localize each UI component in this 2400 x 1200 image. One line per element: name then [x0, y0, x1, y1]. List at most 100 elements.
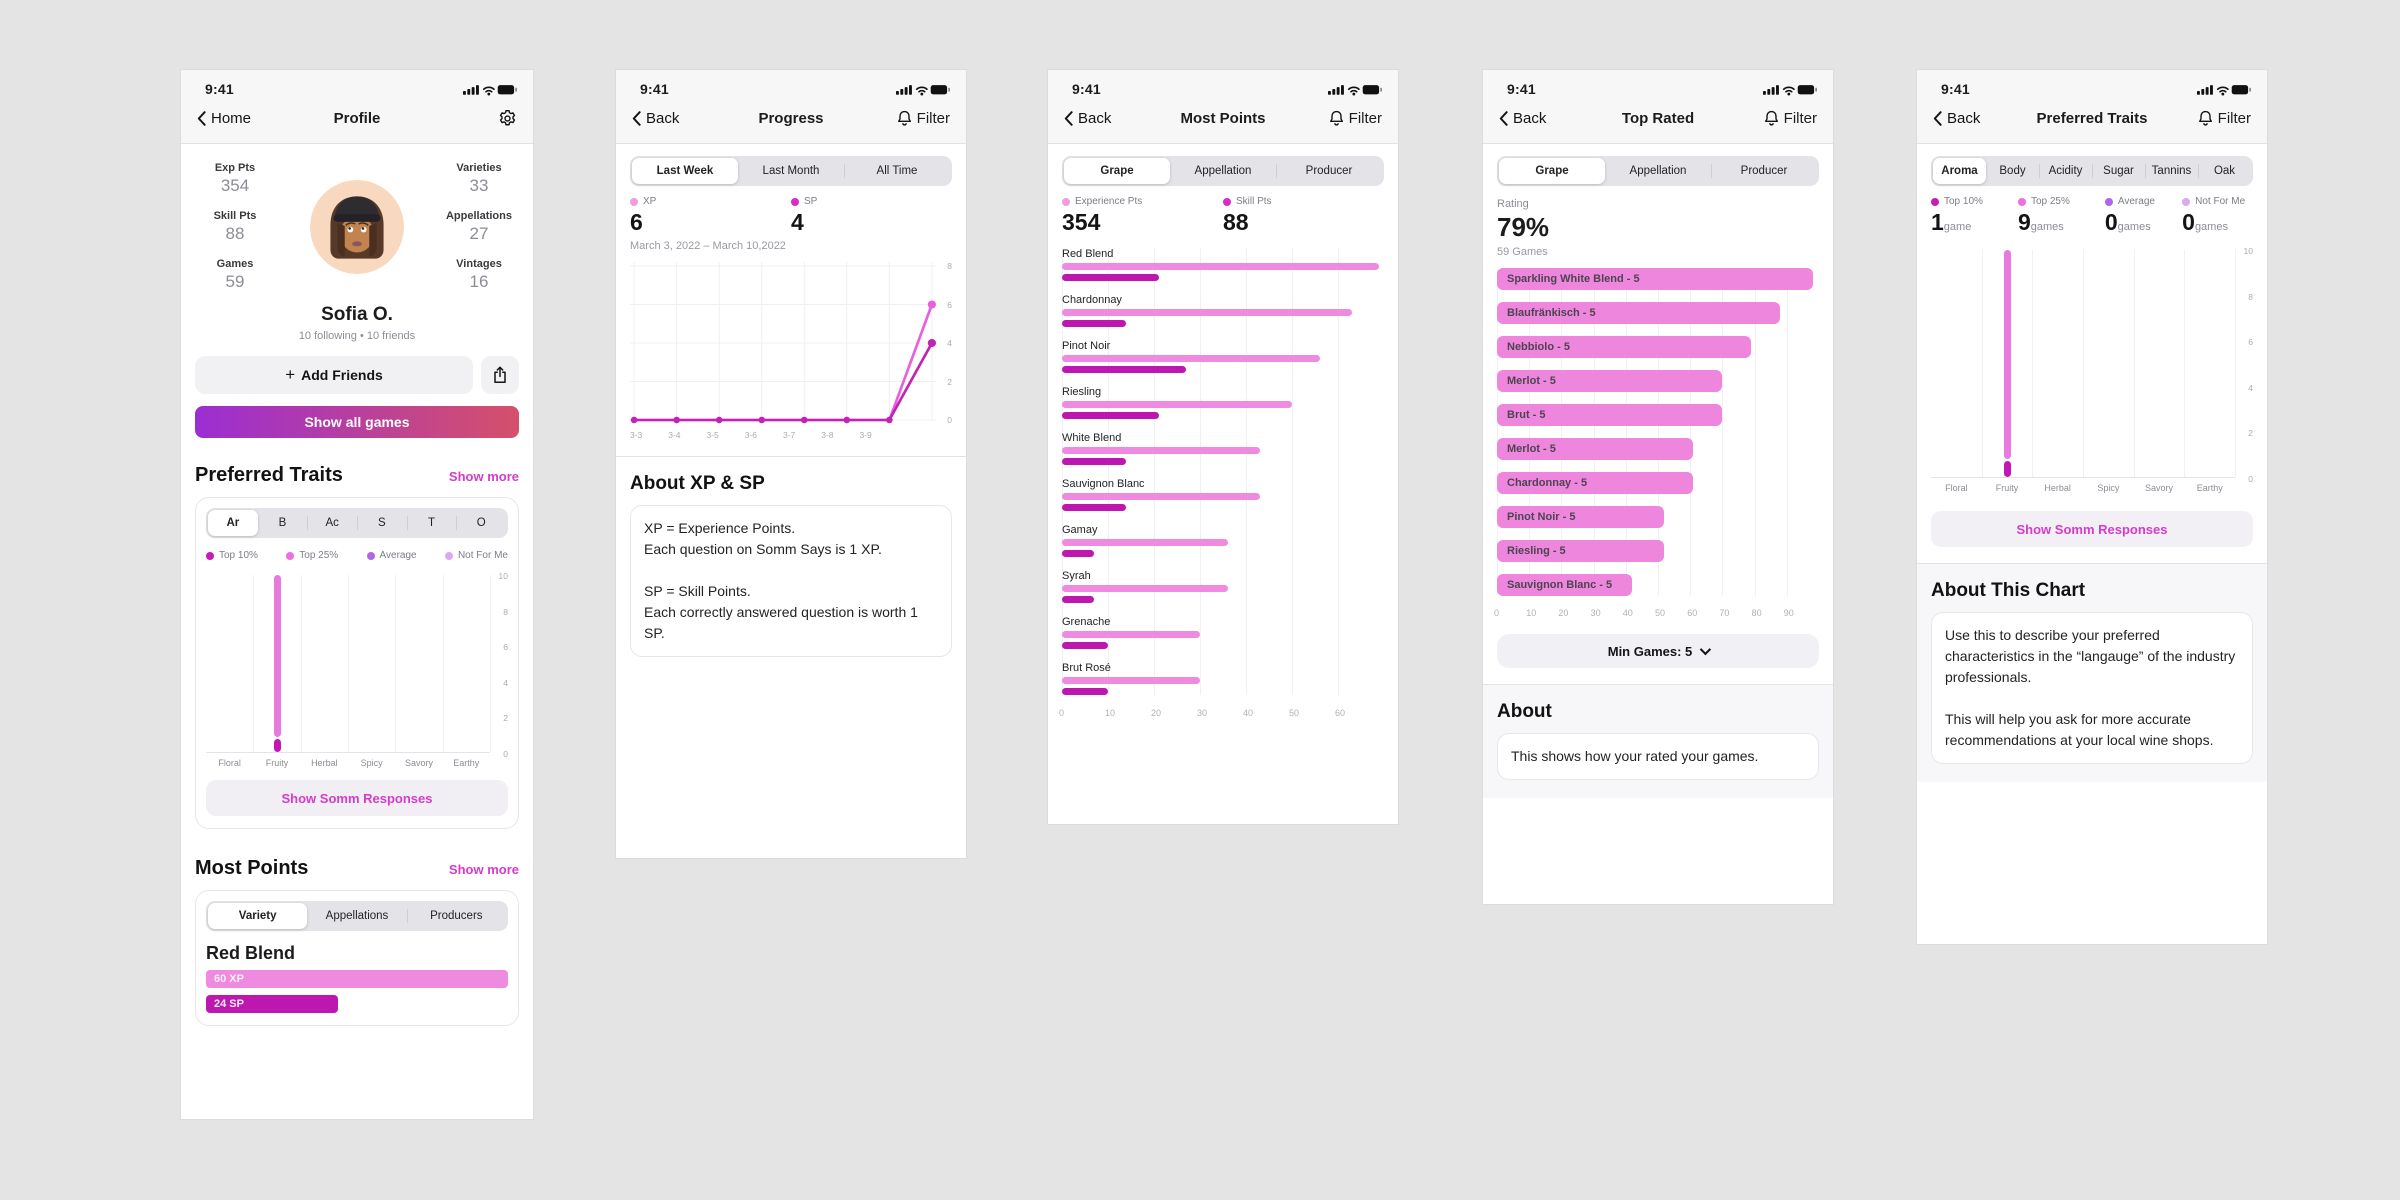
gridline: [300, 575, 302, 752]
show-somm-responses-button[interactable]: Show Somm Responses: [1931, 511, 2253, 547]
tab-grape[interactable]: Grape: [1064, 158, 1170, 184]
tab-aroma[interactable]: Aroma: [1933, 158, 1986, 184]
show-more-link[interactable]: Show more: [448, 469, 519, 484]
tab-sugar[interactable]: S: [357, 510, 407, 536]
grape-label: Red Blend: [1062, 248, 1114, 260]
experience-bar: [1062, 401, 1292, 408]
tab-appellations[interactable]: Appellations: [325, 910, 389, 922]
grape-label: Syrah: [1062, 570, 1091, 582]
status-time: 9:41: [205, 81, 234, 97]
tab-acidity[interactable]: Acidity: [2039, 158, 2092, 184]
rated-bar: Brut - 5: [1497, 404, 1723, 426]
tab-all-time[interactable]: All Time: [844, 158, 950, 184]
tab-producer[interactable]: Producer: [1276, 158, 1382, 184]
skill-bar: [1062, 412, 1159, 419]
avatar: [310, 180, 404, 274]
filter-button[interactable]: Filter: [1764, 110, 1817, 127]
tab-body[interactable]: B: [278, 517, 287, 529]
back-button[interactable]: Back: [632, 110, 679, 127]
tab-grape[interactable]: Grape: [1499, 158, 1605, 184]
gridline: [2083, 250, 2084, 477]
preferred-traits-screen: 9:41 Back Preferred Traits Filter Aroma …: [1917, 70, 2267, 944]
filter-label: Filter: [2217, 109, 2251, 127]
show-more-link[interactable]: Show more: [448, 862, 519, 877]
grape-row: Sauvignon Blanc: [1062, 478, 1384, 511]
bar-segment: [273, 738, 281, 752]
chevron-left-icon: [1064, 110, 1073, 126]
filter-button[interactable]: Filter: [1329, 110, 1382, 127]
plot: [1931, 250, 2236, 478]
tab-last-week[interactable]: Last Week: [632, 158, 738, 184]
add-friends-button[interactable]: + Add Friends: [195, 356, 473, 394]
gridline: [2032, 250, 2034, 477]
show-somm-responses-button[interactable]: Show Somm Responses: [206, 780, 508, 816]
grape-row: Chardonnay: [1062, 294, 1384, 327]
y-tick-label: 6: [503, 642, 508, 653]
y-tick-label: 8: [2248, 291, 2253, 302]
date-range: March 3, 2022 – March 10,2022: [630, 240, 786, 252]
tab-body[interactable]: Body: [1999, 165, 2026, 177]
settings-button[interactable]: [498, 109, 517, 128]
gridline: [1154, 248, 1155, 695]
x-tick-label: 10: [1526, 608, 1537, 618]
x-axis-labels: 0 10 20 30 40 50 60 70 80 90: [1494, 608, 1819, 622]
filter-button[interactable]: Filter: [897, 110, 950, 127]
plot: [206, 575, 491, 753]
filter-button[interactable]: Filter: [2198, 110, 2251, 127]
status-icons: [2197, 84, 2251, 95]
back-label: Back: [646, 109, 680, 127]
show-all-games-button[interactable]: Show all games: [195, 406, 519, 438]
gridline: [1200, 248, 1201, 695]
rated-bar: Nebbiolo - 5: [1497, 336, 1752, 358]
min-games-dropdown[interactable]: Min Games: 5: [1497, 634, 1819, 668]
tab-producer[interactable]: Producer: [1711, 158, 1817, 184]
back-button[interactable]: Back: [1064, 110, 1111, 127]
tab-variety[interactable]: Variety: [208, 903, 308, 929]
tab-oak[interactable]: Oak: [2198, 158, 2251, 184]
tab-appellation[interactable]: Appellation: [1629, 165, 1687, 177]
status-time: 9:41: [640, 81, 669, 97]
gridline: [1625, 268, 1627, 596]
bell-icon: [897, 110, 911, 126]
tab-appellation[interactable]: Appellation: [1194, 165, 1252, 177]
share-button[interactable]: [481, 356, 519, 394]
y-tick-label: 8: [503, 606, 508, 617]
tab-last-month[interactable]: Last Month: [762, 165, 820, 177]
back-button[interactable]: Back: [1933, 110, 1980, 127]
y-axis: 0 2 4 6 8 10: [490, 571, 508, 759]
gridline: [1561, 268, 1563, 596]
x-tick-label: Spicy: [360, 758, 383, 768]
gridline: [1593, 268, 1595, 596]
back-button[interactable]: Back: [1499, 110, 1546, 127]
experience-bar: [1062, 539, 1228, 546]
traits-plot-area: 0 2 4 6 8 10: [1931, 246, 2253, 484]
x-tick-label: 10: [1105, 708, 1116, 718]
gridline: [253, 575, 255, 752]
x-tick-label: 30: [1197, 708, 1208, 718]
plot: [630, 258, 936, 426]
x-tick-label: Fruity: [265, 758, 289, 768]
stat-varieties: Varieties 33: [456, 162, 502, 195]
progress-screen: 9:41 Back Progress Filter Last Week Last…: [616, 70, 966, 858]
gridline: [1981, 250, 1983, 477]
rated-bar: Chardonnay - 5: [1497, 472, 1694, 494]
stat-exp-pts: Exp Pts 354: [214, 162, 256, 195]
tab-oak[interactable]: O: [456, 510, 506, 536]
tab-acidity[interactable]: Ac: [307, 510, 357, 536]
about-section: About This Chart Use this to describe yo…: [1917, 563, 2267, 782]
tab-sugar[interactable]: Sugar: [2092, 158, 2145, 184]
experience-bar: [1062, 309, 1352, 316]
tab-producers[interactable]: Producers: [406, 903, 506, 929]
top-rated-screen: 9:41 Back Top Rated Filter Grape Appella…: [1483, 70, 1833, 904]
xp-dot: [630, 197, 638, 206]
tab-tannins[interactable]: Tannins: [2145, 158, 2198, 184]
tab-tannins[interactable]: T: [406, 510, 457, 536]
grape-label: Grenache: [1062, 616, 1111, 628]
skill-dot: [1223, 197, 1231, 206]
tab-aroma[interactable]: Ar: [208, 510, 258, 536]
back-button[interactable]: Home: [197, 110, 251, 127]
x-tick-label: 80: [1751, 608, 1762, 618]
gridline: [1292, 248, 1293, 695]
filter-label: Filter: [916, 109, 950, 127]
